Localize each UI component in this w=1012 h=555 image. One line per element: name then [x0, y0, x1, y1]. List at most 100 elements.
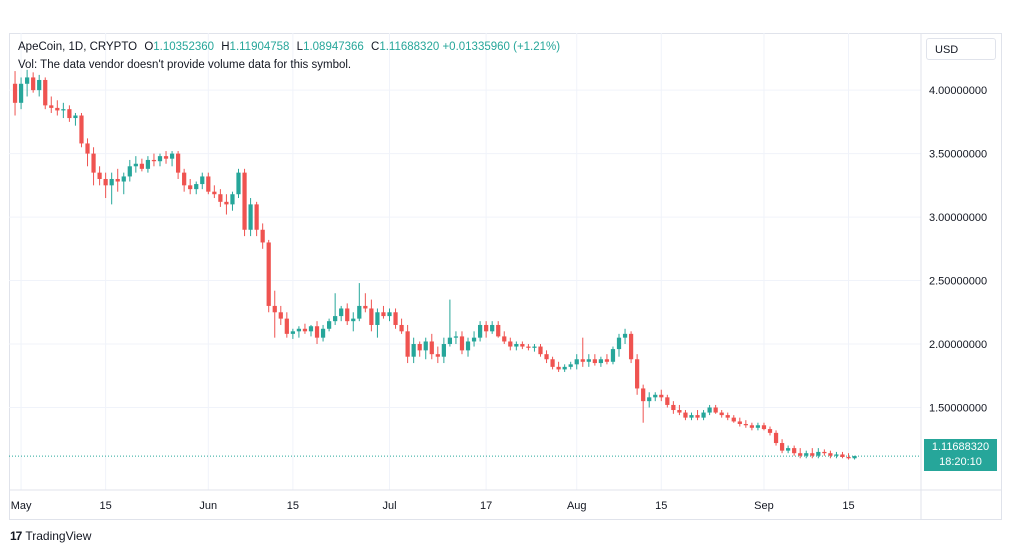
candle — [828, 450, 833, 459]
candle — [139, 158, 144, 172]
candle-body — [477, 324, 483, 338]
candle — [822, 449, 827, 456]
candle — [761, 422, 767, 431]
last-price-tag: 1.11688320 18:20:10 — [924, 439, 997, 471]
currency-button[interactable]: USD — [926, 38, 996, 60]
candle-body — [49, 105, 54, 108]
candle — [212, 185, 217, 199]
candle-body — [212, 191, 217, 195]
candle-body — [556, 366, 561, 370]
candle — [792, 445, 797, 456]
candle — [272, 290, 277, 338]
price-axis[interactable]: 4.00000000 3.50000000 3.00000000 2.50000000… — [929, 85, 987, 414]
candle-body — [459, 336, 465, 351]
brand-name: TradingView — [25, 529, 92, 543]
candle — [351, 312, 356, 332]
candle — [302, 323, 308, 334]
candle-body — [441, 344, 446, 357]
candle-body — [308, 326, 314, 332]
candle-body — [127, 166, 132, 177]
symbol-legend: ApeCoin, 1D, CRYPTO O1.10352360 H1.11904… — [18, 41, 560, 53]
close-value: 1.11688320 — [379, 41, 440, 53]
candle-body — [816, 451, 821, 456]
candle — [647, 392, 652, 408]
candle — [18, 77, 24, 110]
candle — [490, 321, 495, 334]
open-value: 1.10352360 — [153, 41, 215, 53]
candle — [109, 172, 114, 205]
candle-body — [538, 346, 543, 355]
candle-body — [695, 415, 700, 418]
candle — [477, 321, 483, 342]
candle-body — [236, 172, 241, 195]
candle — [314, 321, 320, 345]
candle-body — [169, 153, 175, 159]
candle-body — [580, 359, 585, 362]
candle-body — [628, 333, 634, 360]
candle-body — [206, 176, 211, 192]
candle — [743, 420, 748, 428]
symbol-title[interactable]: ApeCoin, 1D, CRYPTO — [18, 41, 138, 53]
candle — [339, 305, 344, 322]
candle — [773, 430, 779, 446]
time-tick-label: 15 — [100, 500, 112, 512]
tradingview-branding[interactable]: 17 TradingView — [10, 529, 91, 543]
candles-layer — [12, 69, 857, 460]
time-tick-label: Aug — [567, 500, 587, 512]
candle-body — [320, 328, 326, 338]
candle-body — [200, 176, 205, 185]
candle-body — [121, 176, 126, 182]
candle-body — [737, 421, 742, 424]
candle — [568, 361, 573, 370]
high-value: 1.11904758 — [229, 41, 290, 53]
candle — [550, 356, 555, 370]
candle-body — [743, 423, 748, 426]
candle — [97, 166, 102, 186]
candle — [296, 326, 302, 338]
candle-body — [369, 308, 374, 325]
change-value: +0.01335960 (+1.21%) — [442, 41, 561, 53]
candle — [840, 451, 845, 459]
candle-body — [490, 324, 495, 332]
candle-body — [773, 432, 779, 444]
candle — [635, 354, 640, 395]
candle-body — [103, 178, 108, 186]
candle — [816, 448, 821, 459]
candle — [695, 410, 700, 421]
candle — [713, 404, 718, 414]
candle — [260, 223, 265, 249]
candle-body — [61, 109, 66, 111]
candle — [586, 354, 591, 367]
time-axis[interactable]: May 15 Jun 15 Jul 17 Aug 15 Sep 15 — [11, 500, 855, 512]
candle-body — [484, 324, 489, 332]
candle — [121, 172, 126, 195]
candle-body — [429, 341, 434, 355]
candle-body — [792, 448, 797, 454]
candle — [616, 333, 622, 357]
tradingview-logo-icon: 17 — [10, 529, 22, 543]
candle-body — [592, 359, 597, 364]
candle — [598, 356, 604, 367]
candle — [266, 239, 271, 313]
candle-body — [278, 312, 283, 319]
candle-body — [828, 453, 833, 456]
candle — [671, 401, 676, 414]
candle — [749, 422, 755, 431]
candle-body — [393, 312, 398, 325]
candle-body — [145, 159, 151, 169]
candle — [707, 404, 712, 416]
candle-body — [755, 425, 761, 428]
candle-body — [520, 344, 525, 347]
candle — [520, 341, 525, 350]
candle — [580, 337, 585, 367]
candle — [278, 305, 283, 325]
candlestick-chart[interactable]: 4.00000000 3.50000000 3.00000000 2.50000000… — [9, 33, 1002, 520]
candle-body — [133, 163, 138, 167]
candle-body — [574, 359, 579, 365]
candle-body — [37, 79, 42, 91]
volume-note: Vol: The data vendor doesn't provide vol… — [18, 59, 352, 71]
candle-body — [834, 454, 839, 456]
candle-body — [798, 453, 803, 456]
candle-body — [465, 341, 471, 351]
candle — [157, 153, 163, 167]
